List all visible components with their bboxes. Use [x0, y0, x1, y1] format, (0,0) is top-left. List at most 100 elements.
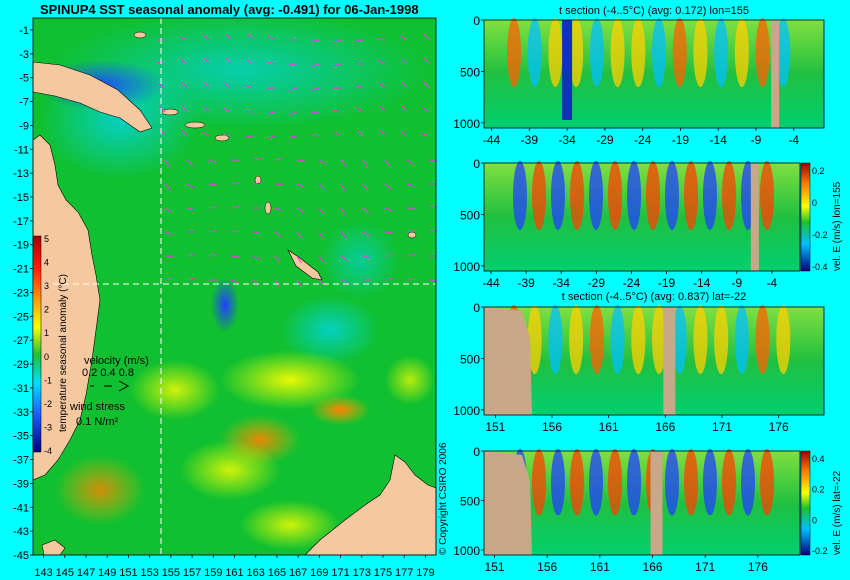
wind-arrow: [203, 81, 210, 89]
section-x-tick: -19: [672, 133, 690, 147]
section-panel-4: 151 156 161 166 171 176 0 500 1000 0.4 0.2 0 -0.2 vel…: [453, 445, 843, 574]
section-feature: [703, 160, 717, 230]
section-feature: [570, 160, 584, 230]
section-panel-3: t section (-4..5°C) (avg: 0.837) lat=-22…: [453, 291, 825, 434]
section-feature: [760, 160, 774, 230]
wind-arrow: [296, 183, 305, 188]
wind-arrow: [296, 279, 303, 287]
lat-tick-label: -3: [19, 49, 29, 61]
section-x-tick: -9: [731, 276, 742, 290]
wind-arrow: [333, 131, 342, 137]
section-x-tick: 166: [643, 560, 663, 574]
wind-arrow: [401, 81, 408, 89]
wind-arrow: [181, 81, 188, 89]
wind-arrow: [357, 129, 364, 137]
wind-arrow: [384, 207, 393, 212]
wind-arrow: [247, 33, 254, 41]
wind-arrow: [362, 183, 369, 191]
wind-arrow: [311, 63, 320, 67]
section-x-tick: 176: [769, 420, 789, 434]
section-feature: [627, 448, 641, 516]
section-panels: t section (-4..5°C) (avg: 0.172) lon=155…: [453, 5, 843, 574]
wind-arrow: [355, 39, 364, 42]
wind-arrow: [340, 207, 346, 215]
section-x-tick: -34: [558, 133, 576, 147]
section-y-tick: 0: [473, 445, 480, 459]
wind-arrow: [296, 231, 303, 239]
temp-colorbar-tick: -1: [44, 375, 52, 385]
lat-tick-label: -5: [19, 73, 29, 85]
wind-arrow: [318, 255, 325, 263]
lon-tick-label: 171: [331, 567, 349, 579]
section-feature: [548, 17, 563, 87]
section-feature: [672, 17, 687, 87]
wind-arrow: [406, 278, 416, 281]
section-feature: [527, 304, 542, 374]
section-feature: [562, 20, 573, 120]
section-x-tick: -24: [623, 276, 641, 290]
section-feature: [722, 448, 736, 516]
wind-arrow: [406, 253, 415, 257]
velocity-legend-arrows: [90, 380, 130, 392]
section-feature: [734, 17, 749, 87]
section-feature: [551, 448, 565, 516]
temp-colorbar-ticks: 5 4 3 2 1 0 -1 -2 -3 -4: [44, 234, 52, 456]
section-y-tick: 1000: [453, 544, 480, 558]
wind-arrow: [230, 279, 239, 284]
temp-colorbar: [32, 235, 42, 453]
wind-arrow: [378, 82, 386, 89]
section-land: [650, 451, 663, 555]
lat-tick-label: -25: [13, 311, 29, 323]
velocity-colorbar: [800, 450, 811, 556]
wind-arrow: [428, 230, 437, 233]
section-feature: [532, 448, 546, 516]
velocity-colorbar: [800, 162, 811, 272]
section-y-tick: 1000: [453, 260, 480, 274]
wind-arrow: [384, 159, 391, 167]
section-feature: [532, 160, 546, 230]
wind-arrow: [318, 207, 325, 215]
wind-arrow: [267, 111, 276, 115]
velocity-colorbar-tick: 0: [812, 515, 817, 525]
section-x-tick: 166: [655, 420, 675, 434]
section-x-tick: -44: [482, 276, 500, 290]
wind-arrow: [230, 255, 240, 258]
temp-colorbar-tick: 0: [44, 352, 49, 362]
section-feature: [589, 448, 603, 516]
wind-arrow: [274, 279, 280, 287]
wind-arrow: [333, 39, 342, 43]
wind-arrow: [208, 254, 217, 257]
wind-arrow: [355, 84, 364, 89]
section-land: [771, 20, 780, 128]
section-feature: [776, 304, 791, 374]
section-land: [484, 451, 532, 555]
section-feature: [672, 304, 687, 374]
wind-arrow: [274, 255, 281, 263]
wind-arrow: [180, 58, 188, 65]
wind-arrow: [179, 36, 188, 41]
wind-arrow: [406, 159, 414, 165]
section-feature: [507, 17, 521, 87]
velocity-colorbar-label: vel. E (m/s) lat=-22: [832, 470, 843, 555]
wind-arrow: [362, 255, 371, 259]
wind-arrow: [252, 255, 261, 261]
lon-tick-label: 175: [374, 567, 392, 579]
wind-arrow: [186, 159, 194, 166]
wind-arrow: [223, 134, 232, 137]
section-feature: [570, 448, 584, 516]
wind-arrow: [186, 207, 195, 211]
wind-arrow: [288, 63, 298, 66]
lon-tick-label: 155: [162, 567, 180, 579]
section-x-tick: -39: [517, 276, 535, 290]
section-title: t section (-4..5°C) (avg: 0.172) lon=155: [559, 5, 749, 17]
lon-tick-label: 167: [289, 567, 307, 579]
section-feature: [631, 17, 646, 87]
wind-arrow: [423, 81, 430, 89]
section-feature: [693, 17, 708, 87]
lat-tick-label: -15: [13, 192, 29, 204]
lat-tick-label: -1: [19, 25, 29, 37]
wind-arrow: [384, 231, 394, 234]
wind-arrow: [244, 110, 254, 113]
temp-colorbar-label: temperature seasonal anomaly (°C): [58, 274, 69, 432]
